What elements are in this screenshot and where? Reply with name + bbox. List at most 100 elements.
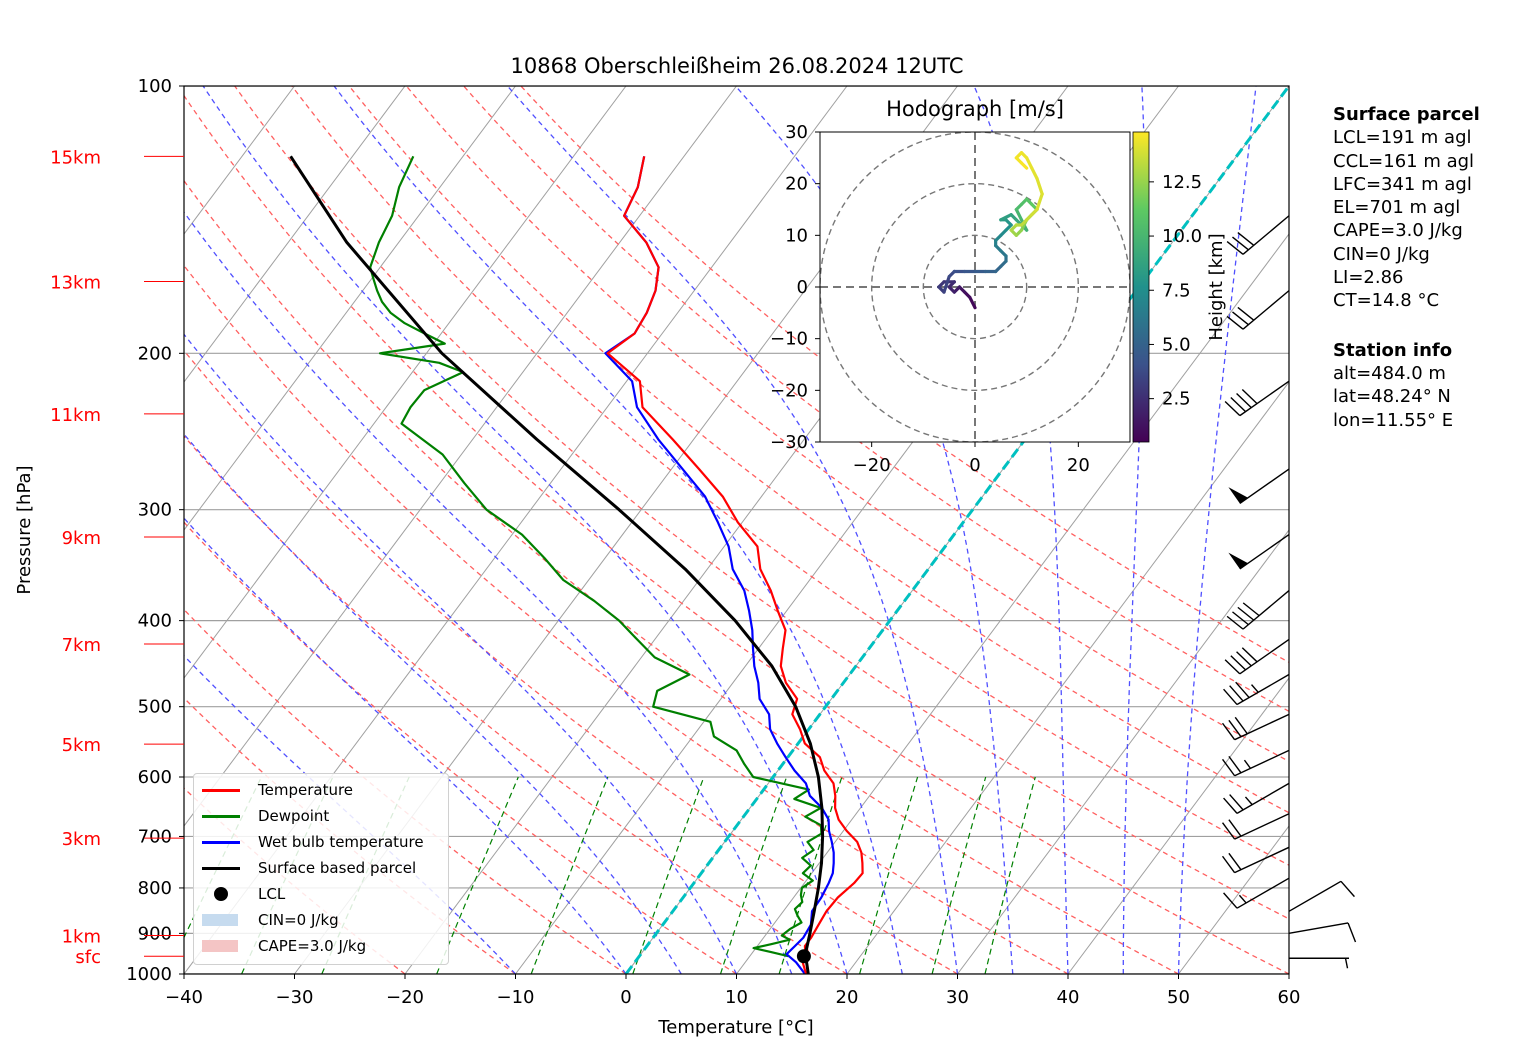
- legend-item-lcl: LCL: [202, 881, 285, 907]
- dry-adiabat-line: [184, 521, 737, 974]
- wind-barb: [1288, 922, 1357, 943]
- hodograph-y-tick-label: −20: [770, 380, 808, 401]
- wind-barb: [1223, 877, 1290, 909]
- y-tick-label: 900: [138, 923, 172, 944]
- x-tick-label: −40: [165, 987, 203, 1008]
- hodograph-segment: [1035, 176, 1044, 196]
- isotherm-line: [184, 86, 737, 827]
- chart-legend: Temperature Dewpoint Wet bulb temperatur…: [193, 773, 449, 965]
- y-tick-label: 200: [138, 343, 172, 364]
- height-label: 13km: [50, 272, 101, 293]
- mixing-ratio-line: [931, 776, 987, 974]
- moist-adiabat-line: [333, 86, 903, 974]
- y-tick-label: 300: [138, 500, 172, 521]
- y-tick-label: 700: [138, 826, 172, 847]
- hodograph-segment: [1035, 192, 1044, 212]
- wind-barb: [1228, 533, 1290, 570]
- hodograph-segment: [1025, 156, 1034, 170]
- y-tick-label: 500: [138, 697, 172, 718]
- x-tick-label: 50: [1167, 987, 1190, 1008]
- hodograph-segment: [1019, 161, 1029, 170]
- legend-label: Dewpoint: [258, 807, 330, 825]
- hodograph-title: Hodograph [m/s]: [886, 97, 1064, 121]
- height-label: 11km: [50, 405, 101, 426]
- moist-adiabat-line: [184, 433, 682, 974]
- wind-barb: [1223, 673, 1290, 706]
- legend-swatch: [202, 814, 240, 818]
- wind-barb: [1226, 215, 1290, 255]
- colorbar-tick-label: 5.0: [1162, 334, 1191, 355]
- info-line: CAPE=3.0 J/kg: [1333, 220, 1463, 242]
- legend-marker: [202, 887, 240, 901]
- info-line: CCL=161 m agl: [1333, 150, 1475, 172]
- height-label: sfc: [75, 947, 101, 968]
- isotherm-line: [184, 86, 627, 679]
- wind-barb: [1226, 590, 1290, 630]
- legend-item-parcel: Surface based parcel: [202, 855, 416, 881]
- hodograph-inset: −20 0 20 30 20 10 0 −10 −20 −30 Hodograph [m/s] 2…: [770, 97, 1227, 476]
- info-line: LCL=191 m agl: [1333, 127, 1472, 149]
- parcel-curve: [289, 155, 825, 974]
- hodograph-y-tick-label: 10: [785, 225, 808, 246]
- colorbar-tick-label: 7.5: [1162, 280, 1191, 301]
- surface-parcel-header: Surface parcel: [1333, 104, 1480, 125]
- wind-barb: [1224, 380, 1290, 417]
- height-label: 15km: [50, 147, 101, 168]
- hodograph-y-tick-label: 0: [797, 277, 808, 298]
- x-tick-label: 10: [725, 987, 748, 1008]
- hodograph-y-tick-label: 30: [785, 122, 808, 143]
- y-tick-label: 1000: [126, 964, 172, 985]
- wind-barb: [1289, 957, 1349, 969]
- mixing-ratio-line: [530, 776, 609, 974]
- mixing-ratio-line: [984, 776, 1036, 974]
- colorbar-tick-label: 2.5: [1162, 389, 1191, 410]
- mixing-ratio-line: [859, 776, 919, 974]
- info-line: EL=701 m agl: [1333, 197, 1461, 219]
- mixing-ratio-line: [719, 776, 788, 974]
- y-tick-label: 400: [138, 611, 172, 632]
- legend-item-temperature: Temperature: [202, 777, 353, 803]
- colorbar-label: Height [km]: [1206, 233, 1227, 340]
- dry-adiabat-line: [405, 86, 1289, 763]
- legend-label: Wet bulb temperature: [258, 833, 424, 851]
- dry-adiabat-line: [184, 179, 1179, 974]
- dry-adiabat-line: [184, 264, 1069, 974]
- y-tick-label: 600: [138, 767, 172, 788]
- sounding-curves: [289, 155, 864, 974]
- wind-barb: [1288, 880, 1355, 912]
- legend-swatch: [202, 840, 240, 844]
- x-tick-label: 20: [836, 987, 859, 1008]
- wind-barb: [1221, 713, 1290, 741]
- isotherm-line: [846, 381, 1289, 974]
- dry-adiabat-line: [234, 86, 1289, 920]
- station-info-header: Station info: [1333, 339, 1453, 361]
- dry-adiabat-line: [184, 94, 1289, 974]
- dry-adiabat-line: [463, 86, 1289, 713]
- info-line: CT=14.8 °C: [1333, 290, 1440, 312]
- isotherm-line: [957, 529, 1289, 974]
- height-label: 9km: [62, 528, 101, 549]
- legend-swatch: [202, 788, 240, 792]
- info-line: LI=2.86: [1333, 267, 1404, 289]
- wind-barb: [1223, 782, 1290, 814]
- info-line: alt=484.0 m: [1333, 362, 1446, 384]
- dry-adiabat-line: [184, 349, 958, 974]
- moist-adiabat-line: [184, 654, 516, 974]
- chart-title: 10868 Oberschleißheim 26.08.2024 12UTC: [511, 54, 964, 78]
- hodograph-segment: [942, 275, 951, 294]
- hodograph-y-tick-label: 20: [785, 174, 808, 195]
- colorbar-tick-label: 12.5: [1162, 172, 1202, 193]
- info-line: lat=48.24° N: [1333, 386, 1451, 408]
- x-tick-label: −20: [386, 987, 424, 1008]
- wind-barb: [1221, 813, 1290, 840]
- isotherm-line: [184, 86, 516, 531]
- dry-adiabat-line: [348, 86, 1289, 814]
- hodograph-y-tick-label: −10: [770, 329, 808, 350]
- y-axis-label: Pressure [hPa]: [14, 465, 35, 594]
- height-label: 7km: [62, 635, 101, 656]
- dry-adiabat-line: [291, 86, 1289, 866]
- hodograph-x-tick-label: 0: [969, 455, 980, 476]
- x-tick-label: 30: [946, 987, 969, 1008]
- x-tick-label: 40: [1057, 987, 1080, 1008]
